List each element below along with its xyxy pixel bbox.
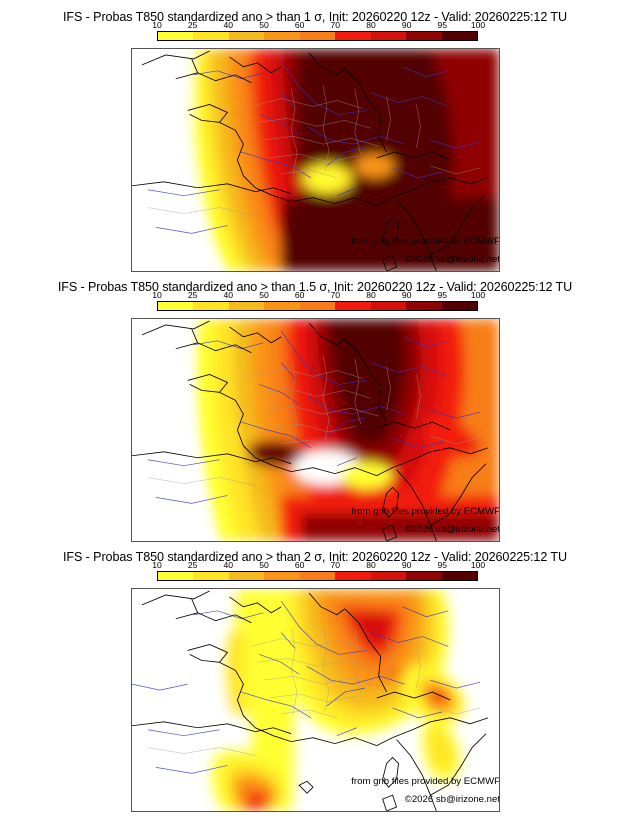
colorbar-segment: [158, 302, 194, 310]
probability-map: from grib files provided by ECMWF ©2026 …: [131, 318, 500, 542]
colorbar-tick-label: 60: [294, 560, 305, 570]
colorbar-segment: [370, 572, 407, 580]
colorbar-tick-label: 70: [330, 290, 341, 300]
colorbar-segment: [193, 302, 229, 310]
forecast-panel-2-sigma: IFS - Probas T850 standardized ano > tha…: [0, 540, 630, 812]
map-canvas: [132, 589, 499, 811]
colorbar-tick-label: 90: [401, 560, 412, 570]
colorbar-segment: [370, 302, 407, 310]
colorbar-segment: [158, 572, 194, 580]
colorbar-tick-label: 80: [366, 560, 376, 570]
colorbar-tick-label: 50: [259, 290, 269, 300]
map-overlays: [132, 50, 489, 271]
colorbar-ticks: 10 25 40 50 60 70 80 90 95 100: [152, 560, 485, 571]
colorbar-tick-label: 60: [294, 290, 305, 300]
colorbar-tick-label: 50: [259, 560, 269, 570]
colorbar-segment: [335, 572, 371, 580]
colorbar-tick-label: 95: [437, 290, 448, 300]
colorbar-tick-label: 70: [330, 560, 341, 570]
admin-boundaries-layer: [147, 624, 481, 756]
forecast-panel-1p5-sigma: IFS - Probas T850 standardized ano > tha…: [0, 270, 630, 542]
colorbar-segment: [441, 302, 477, 310]
colorbar-tick-label: 40: [223, 290, 234, 300]
colorbar: 10 25 40 50 60 70 80 90 95 100: [152, 560, 485, 582]
colorbar-segment: [228, 572, 265, 580]
rivers-layer: [147, 60, 481, 234]
probability-map: from grib files provided by ECMWF ©2026 …: [131, 48, 500, 272]
colorbar-tick-label: 60: [294, 20, 305, 30]
colorbar-tick-label: 10: [152, 290, 162, 300]
colorbar-tick-label: 10: [152, 20, 162, 30]
colorbar-tick-label: 25: [187, 20, 198, 30]
colorbar-tick-label: 80: [366, 290, 376, 300]
colorbar-segment: [193, 572, 229, 580]
colorbar-segment: [158, 32, 194, 40]
colorbar-segment: [228, 302, 265, 310]
colorbar-tick-label: 95: [437, 20, 448, 30]
panel-title: IFS - Probas T850 standardized ano > tha…: [57, 280, 573, 294]
map-canvas: [132, 319, 499, 541]
colorbar-ticks: 10 25 40 50 60 70 80 90 95 100: [152, 20, 485, 31]
colorbar-segment: [299, 302, 336, 310]
colorbar-tick-label: 100: [470, 20, 486, 30]
panel-title: IFS - Probas T850 standardized ano > tha…: [62, 550, 567, 564]
map-overlays: [132, 590, 489, 811]
colorbar-tick-label: 90: [401, 290, 412, 300]
colorbar-tick-label: 70: [330, 20, 341, 30]
colorbar-segment: [264, 572, 300, 580]
colorbar-ticks: 10 25 40 50 60 70 80 90 95 100: [152, 290, 485, 301]
colorbar-tick-label: 80: [366, 20, 376, 30]
forecast-panel-1-sigma: IFS - Probas T850 standardized ano > tha…: [0, 0, 630, 272]
colorbar-tick-label: 25: [187, 560, 198, 570]
colorbar-segment: [299, 32, 336, 40]
colorbar-segment: [406, 302, 442, 310]
colorbar-tick-label: 25: [187, 290, 198, 300]
colorbar-gradient: [157, 571, 478, 581]
colorbar-tick-label: 90: [401, 20, 412, 30]
colorbar-tick-label: 100: [470, 290, 486, 300]
colorbar-tick-label: 40: [223, 20, 234, 30]
colorbar-tick-label: 10: [152, 560, 162, 570]
colorbar-segment: [370, 32, 407, 40]
colorbar-segment: [335, 32, 371, 40]
colorbar-segment: [406, 572, 442, 580]
probability-map: from grib files provided by ECMWF ©2026 …: [131, 588, 500, 812]
colorbar-segment: [441, 572, 477, 580]
colorbar-segment: [406, 32, 442, 40]
probability-field: [132, 319, 499, 541]
map-overlays: [132, 320, 489, 541]
colorbar: 10 25 40 50 60 70 80 90 95 100: [152, 290, 485, 312]
colorbar-tick-label: 100: [470, 560, 486, 570]
admin-boundaries-layer: [147, 84, 481, 216]
colorbar-tick-label: 50: [259, 20, 269, 30]
colorbar-segment: [441, 32, 477, 40]
coastline-layer: [132, 320, 489, 541]
colorbar-segment: [228, 32, 265, 40]
colorbar-segment: [299, 572, 336, 580]
colorbar-gradient: [157, 31, 478, 41]
colorbar-gradient: [157, 301, 478, 311]
colorbar-segment: [264, 302, 300, 310]
colorbar: 10 25 40 50 60 70 80 90 95 100: [152, 20, 485, 42]
probability-field: [132, 589, 499, 811]
colorbar-tick-label: 40: [223, 560, 234, 570]
coastline-layer: [132, 590, 489, 811]
map-canvas: [132, 49, 499, 271]
admin-boundaries-layer: [147, 354, 481, 486]
panel-title: IFS - Probas T850 standardized ano > tha…: [62, 10, 567, 24]
colorbar-segment: [264, 32, 300, 40]
probability-field: [132, 49, 499, 271]
colorbar-segment: [193, 32, 229, 40]
colorbar-segment: [335, 302, 371, 310]
coastline-layer: [132, 50, 489, 271]
colorbar-tick-label: 95: [437, 560, 448, 570]
rivers-layer: [147, 330, 481, 504]
